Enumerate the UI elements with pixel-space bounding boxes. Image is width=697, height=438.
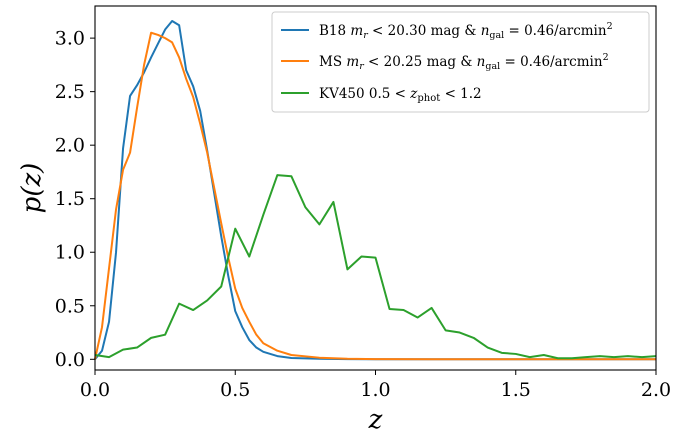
y-tick-label: 1.5 bbox=[55, 188, 85, 210]
y-tick-label: 2.0 bbox=[55, 135, 85, 157]
x-tick-label: 2.0 bbox=[641, 379, 671, 401]
x-tick-label: 1.0 bbox=[360, 379, 390, 401]
y-tick-label: 0.0 bbox=[55, 349, 85, 371]
y-axis-label: p(z) bbox=[17, 163, 47, 214]
legend-label-3: KV450 0.5 < zphot < 1.2 bbox=[319, 86, 482, 104]
x-tick-label: 0.0 bbox=[80, 379, 110, 401]
series-line-2 bbox=[94, 31, 656, 361]
x-tick-label: 1.5 bbox=[501, 379, 531, 401]
legend: B18 mr < 20.30 mag & ngal = 0.46/arcmin2… bbox=[271, 11, 650, 113]
x-axis-ticks: 0.0 0.5 1.0 1.5 2.0 bbox=[80, 370, 671, 401]
legend-box bbox=[271, 11, 650, 113]
legend-label-1: B18 mr < 20.30 mag & ngal = 0.46/arcmin2 bbox=[319, 21, 613, 41]
y-tick-label: 3.0 bbox=[55, 28, 85, 50]
y-tick-label: 1.0 bbox=[55, 242, 85, 264]
legend-entries: B18 mr < 20.30 mag & ngal = 0.46/arcmin2… bbox=[281, 21, 613, 104]
series-lines bbox=[94, 19, 657, 361]
legend-label-2: MS mr < 20.25 mag & ngal = 0.46/arcmin2 bbox=[319, 52, 609, 72]
y-axis-ticks: 0.0 0.5 1.0 1.5 2.0 2.5 3.0 bbox=[55, 28, 95, 371]
x-tick-label: 0.5 bbox=[220, 379, 250, 401]
x-axis-label: z bbox=[368, 405, 383, 435]
series-line-3 bbox=[94, 174, 657, 360]
y-tick-label: 2.5 bbox=[55, 81, 85, 103]
y-tick-label: 0.5 bbox=[55, 295, 85, 317]
